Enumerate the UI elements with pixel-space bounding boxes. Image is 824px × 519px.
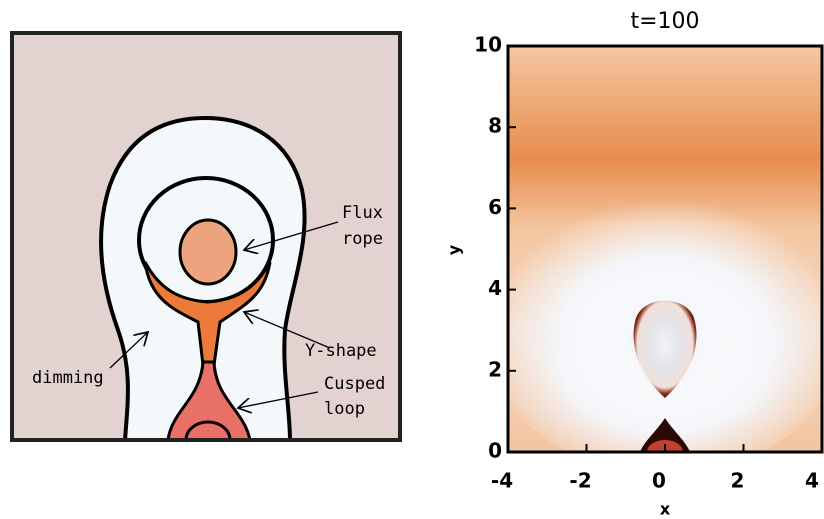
y-tick-label: 10 <box>474 33 502 57</box>
label: Cusped <box>324 374 385 394</box>
y-tick-label: 6 <box>488 195 502 219</box>
contour-field <box>485 46 824 475</box>
y-axis-label: y <box>445 244 464 255</box>
x-tick-label: 0 <box>652 469 666 493</box>
label: Flux <box>342 203 383 223</box>
y-tick-label: 8 <box>488 114 502 138</box>
label: Y-shape <box>305 341 377 361</box>
y-tick-label: 2 <box>488 357 502 381</box>
label: loop <box>324 399 365 419</box>
x-tick-label: 2 <box>731 469 745 493</box>
y-tick-label: 4 <box>488 276 502 300</box>
x-tick-label: -2 <box>569 469 591 493</box>
y-tick-label: 0 <box>488 439 502 463</box>
x-tick-label: 4 <box>805 469 819 493</box>
label: rope <box>342 229 383 249</box>
x-tick-label: -4 <box>491 469 513 493</box>
chart-title: t=100 <box>630 9 699 34</box>
figure: Flux rope Y-shape dimming Cusped loop t=… <box>0 0 824 519</box>
x-axis-label: x <box>660 500 671 519</box>
schematic: Flux rope Y-shape dimming Cusped loop <box>10 33 402 440</box>
flux-rope <box>180 220 236 284</box>
label: dimming <box>32 368 104 388</box>
